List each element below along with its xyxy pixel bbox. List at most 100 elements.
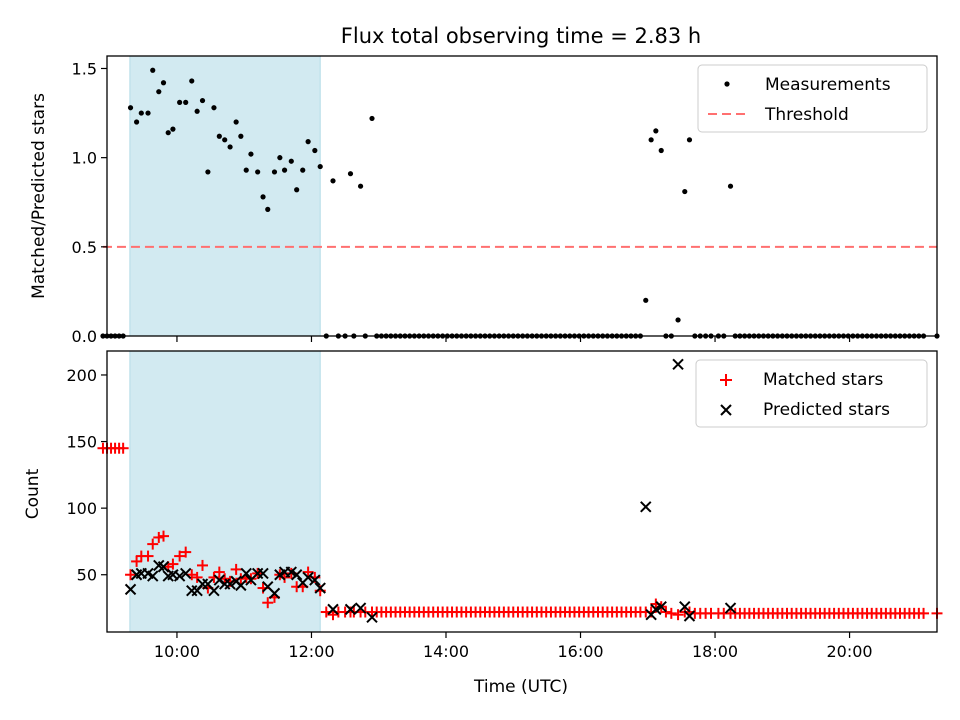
matched-stars-point <box>125 569 137 581</box>
top-legend-box <box>697 64 928 133</box>
top-plot-frame <box>106 55 938 337</box>
y-tick-label: 50 <box>77 566 97 585</box>
matched-stars-point <box>302 566 314 578</box>
matched-stars-point <box>197 559 209 571</box>
predicted-stars-point <box>224 578 236 590</box>
measurement-point <box>233 119 239 125</box>
measurement-point <box>277 155 283 161</box>
x-tick-label: 14:00 <box>423 642 469 661</box>
measurement-point <box>300 167 306 173</box>
measurement-point <box>194 108 200 114</box>
predicted-stars-point <box>724 602 737 614</box>
measurement-point <box>189 78 195 84</box>
measurement-point <box>205 169 211 175</box>
matched-stars-point <box>262 597 274 609</box>
top-panel: 0.0 0.5 1.0 1.5 Matched/Predicted stars Mea… <box>29 55 940 346</box>
y-tick-label: 150 <box>66 433 97 452</box>
predicted-stars-point <box>672 358 684 371</box>
legend-predicted-marker <box>720 404 732 416</box>
legend-predicted-label: Predicted stars <box>763 400 890 420</box>
predicted-stars-point <box>309 574 321 586</box>
measurement-point <box>653 128 659 134</box>
matched-stars-point <box>147 538 159 550</box>
matched-stars-point <box>230 563 242 575</box>
predicted-stars-point <box>302 571 314 584</box>
predicted-stars-point <box>268 587 281 600</box>
measurement-point <box>271 169 278 175</box>
top-legend: Measurements Threshold <box>697 64 928 133</box>
chart-title: Flux total observing time = 2.83 h <box>341 24 701 48</box>
measurement-point <box>347 171 354 177</box>
matched-stars-point <box>235 573 247 585</box>
shaded-interval-layer <box>129 350 321 633</box>
matched-stars-point <box>142 550 154 562</box>
bottom-x-axis-label: Time (UTC) <box>473 677 568 697</box>
predicted-stars-point <box>327 603 339 616</box>
x-tick-label: 12:00 <box>288 642 334 661</box>
y-tick-label: 1.5 <box>72 59 97 78</box>
top-x-ticks <box>176 336 851 342</box>
matched-stars-point <box>157 530 169 542</box>
predicted-stars-point <box>366 611 378 624</box>
measurement-point <box>160 80 167 86</box>
measurement-point <box>686 137 693 143</box>
legend-matched-marker <box>720 374 732 386</box>
measurement-point <box>216 133 222 139</box>
predicted-stars-point <box>354 602 367 614</box>
predicted-stars-point <box>683 610 696 622</box>
bottom-y-axis-label: Count <box>23 468 43 519</box>
bottom-plot-frame <box>106 350 938 633</box>
legend-matched-label: Matched stars <box>763 370 883 390</box>
predicted-stars-point <box>235 579 247 592</box>
predicted-stars-point <box>179 567 192 580</box>
measurement-point <box>238 133 244 139</box>
y-tick-label: 200 <box>66 366 97 385</box>
measurement-point <box>294 187 300 193</box>
observing-interval-shade <box>129 55 321 337</box>
predicted-stars-series <box>124 358 737 624</box>
measurement-point <box>243 167 249 173</box>
measurement-point <box>648 137 654 143</box>
predicted-stars-point <box>655 600 667 613</box>
x-tick-label: 16:00 <box>557 642 603 661</box>
matched-stars-point <box>213 566 225 578</box>
predicted-stars-point <box>147 570 159 582</box>
predicted-stars-point <box>314 582 326 594</box>
measurement-point <box>138 110 144 116</box>
predicted-stars-point <box>257 567 269 580</box>
measurement-point <box>675 317 681 323</box>
y-tick-label: 0.0 <box>72 327 97 346</box>
top-y-ticks: 0.0 0.5 1.0 1.5 <box>72 59 107 346</box>
measurement-point <box>265 206 271 212</box>
y-tick-label: 100 <box>66 499 97 518</box>
predicted-stars-point <box>157 561 170 573</box>
observing-interval-shade <box>129 350 321 633</box>
measurement-point <box>317 163 323 170</box>
measurement-point <box>658 147 664 154</box>
bottom-x-ticks: 10:00 12:00 14:00 16:00 18:00 20:00 <box>154 632 873 661</box>
matched-stars-point <box>131 555 143 567</box>
measurement-point <box>357 183 364 189</box>
shaded-interval-layer <box>129 55 321 337</box>
y-tick-label: 1.0 <box>72 149 97 168</box>
matched-stars-point <box>180 546 192 558</box>
measurement-point <box>281 167 288 173</box>
measurement-point <box>248 151 254 157</box>
predicted-stars-point <box>640 501 652 513</box>
predicted-stars-point <box>290 569 303 581</box>
measurement-point <box>369 115 375 122</box>
predicted-stars-point <box>124 583 137 596</box>
measurement-point <box>170 126 176 132</box>
matched-stars-point <box>191 571 203 583</box>
measurement-point <box>643 297 649 303</box>
matched-stars-point <box>918 607 930 619</box>
x-tick-label: 10:00 <box>154 642 200 661</box>
matched-stars-point <box>117 442 129 454</box>
matched-stars-point <box>660 606 672 618</box>
predicted-stars-point <box>679 600 691 613</box>
bottom-y-ticks: 50 100 150 200 <box>66 366 107 585</box>
legend-measurements-label: Measurements <box>765 75 891 95</box>
measurement-point <box>288 158 294 164</box>
predicted-stars-point <box>240 567 252 580</box>
